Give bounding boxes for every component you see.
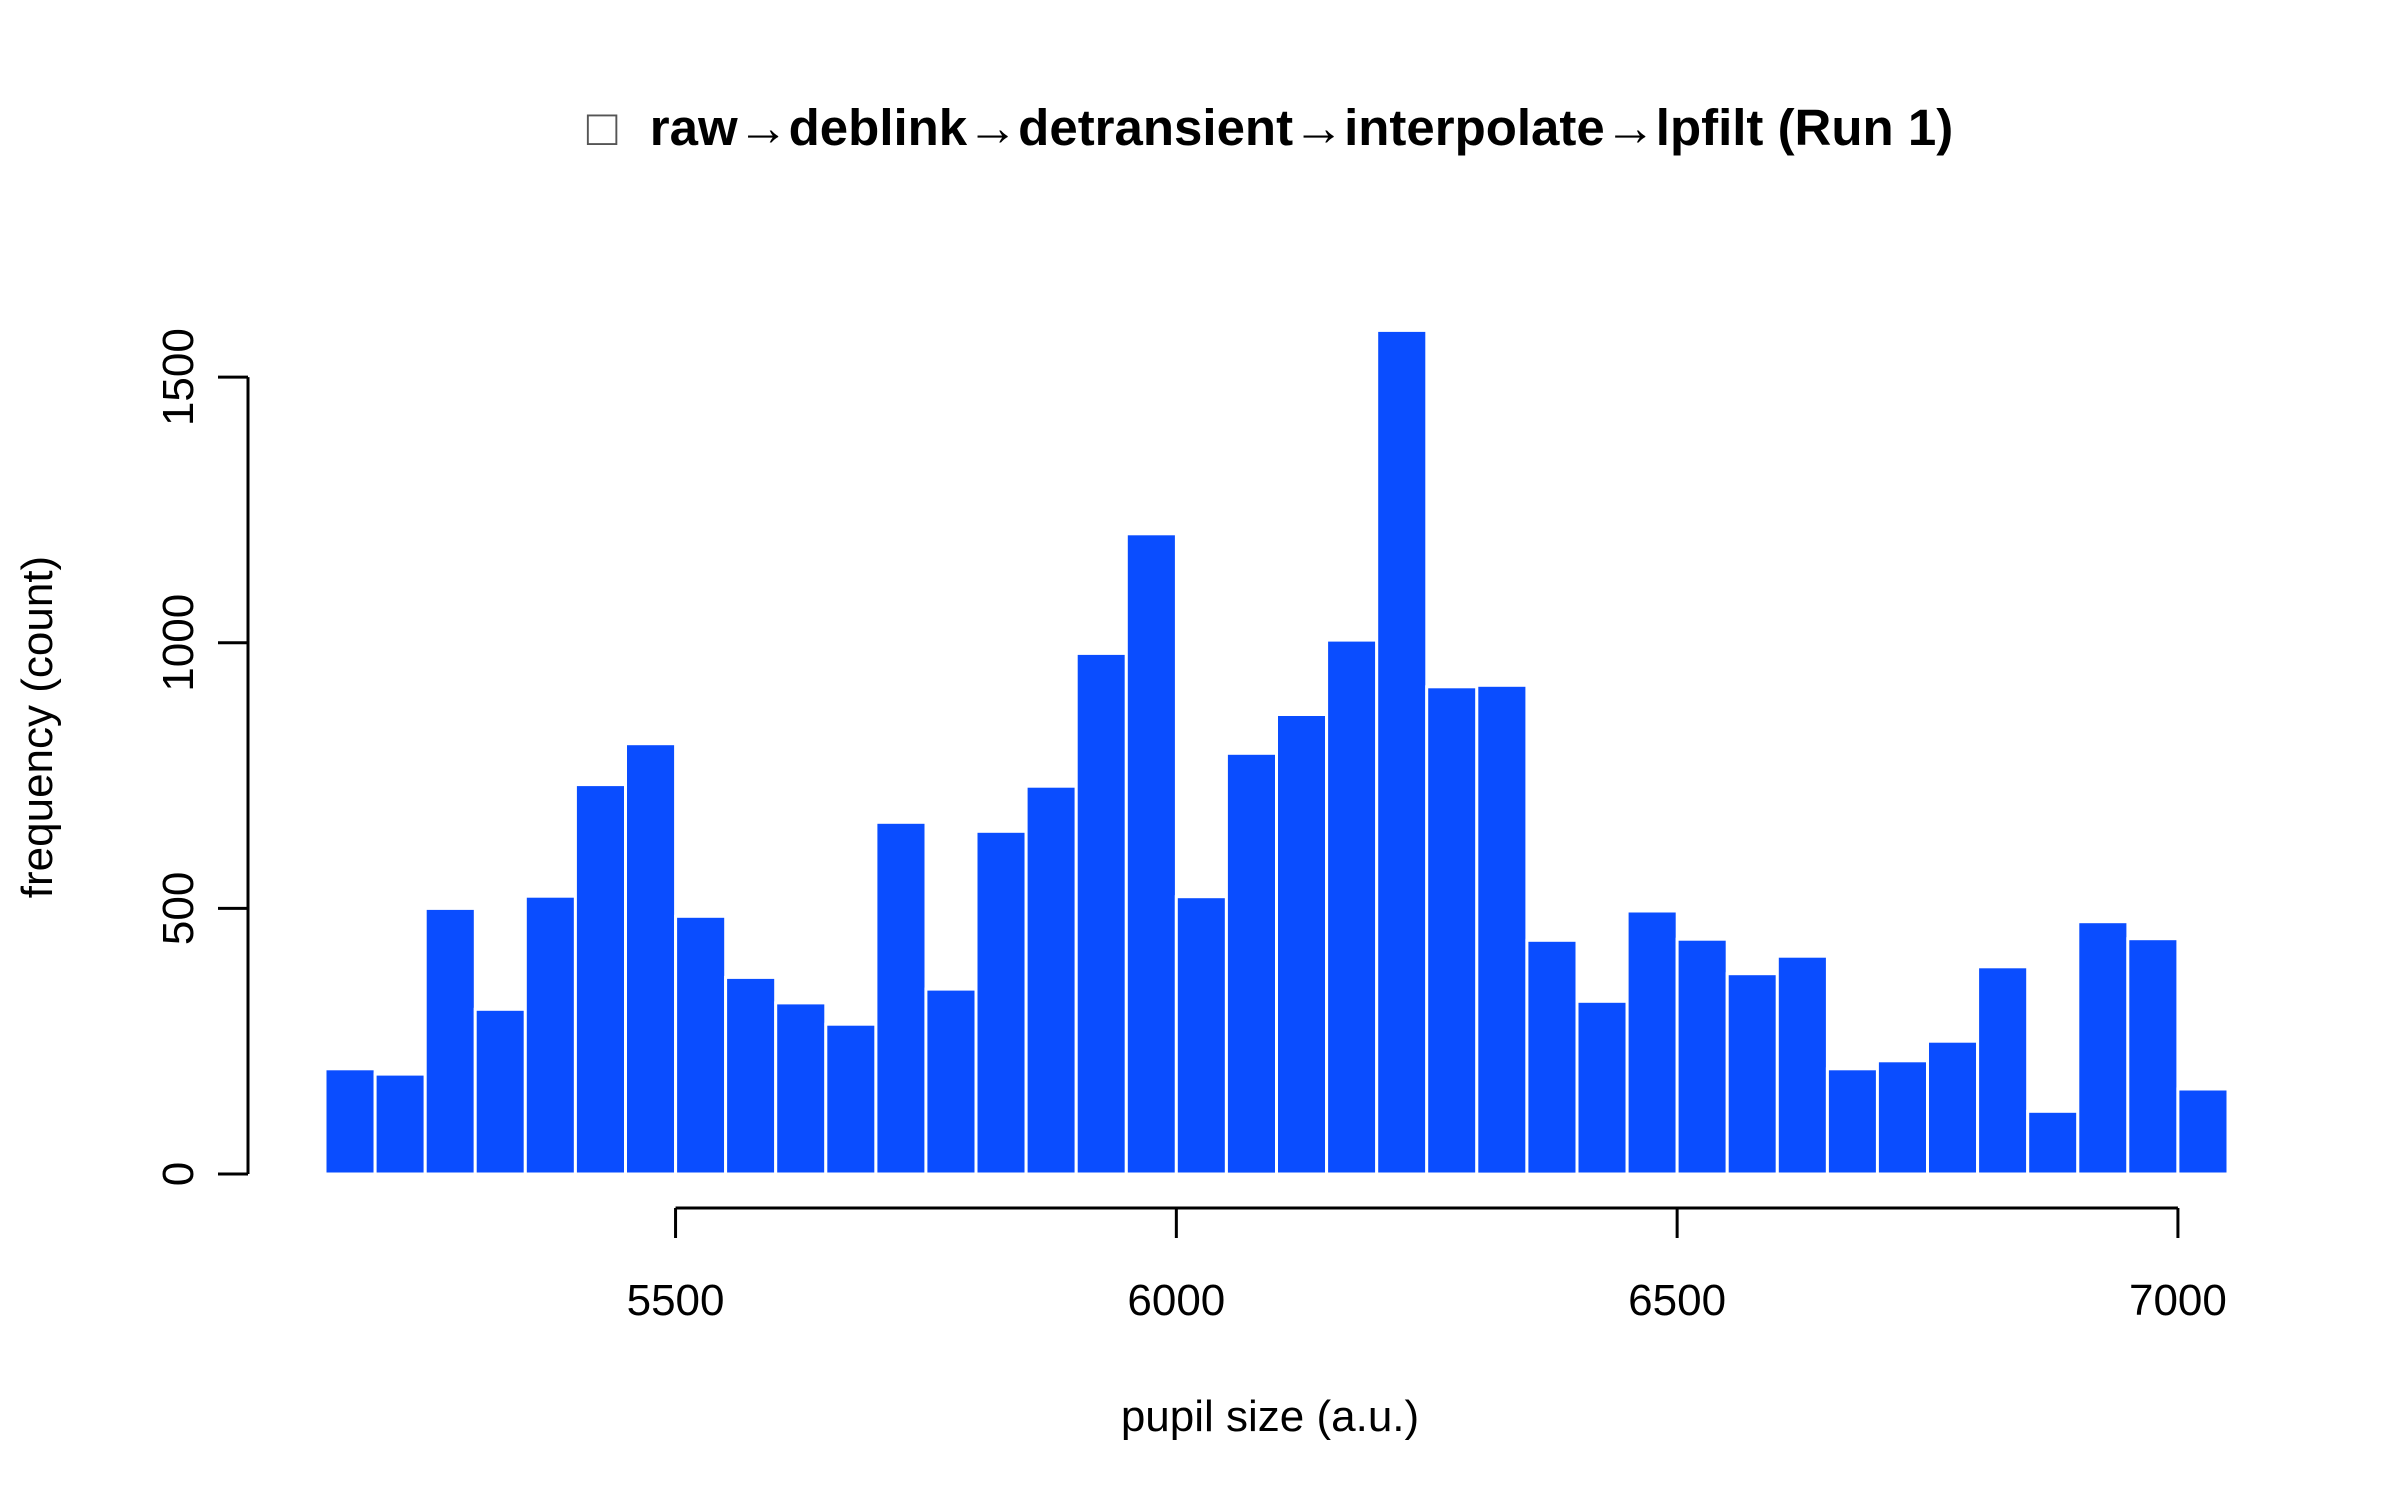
histogram-bar	[1325, 638, 1379, 1176]
x-tick-label: 6000	[1127, 1276, 1225, 1325]
histogram-bar	[2176, 1087, 2230, 1176]
y-axis: 0 500 1000 1500	[154, 328, 250, 1186]
histogram-bar	[523, 894, 577, 1176]
x-tick-label: 6500	[1628, 1276, 1726, 1325]
histogram-bar	[1675, 937, 1729, 1176]
histogram-bar	[2126, 937, 2180, 1176]
histogram-bar	[1525, 938, 1579, 1176]
histogram-bar	[1124, 532, 1178, 1176]
histogram-bar	[373, 1072, 427, 1176]
chart-title: □ raw→deblink→detransient→interpolate→lp…	[587, 99, 1953, 156]
histogram-bar	[1174, 895, 1228, 1176]
histogram-bar	[1875, 1059, 1930, 1176]
histogram-bar	[674, 914, 728, 1176]
histogram-bar	[1625, 909, 1679, 1176]
histogram-bar	[1725, 972, 1779, 1176]
histogram-bar	[924, 987, 978, 1176]
histogram-bar	[1275, 713, 1329, 1176]
histogram-bar	[1976, 965, 2030, 1176]
histogram-bar	[974, 829, 1028, 1176]
histogram-bar	[1825, 1067, 1880, 1176]
svg-text:□ raw→deblink→detransien: □ raw→deblink→detransient→interpolate→lp…	[587, 99, 1953, 156]
histogram-bar	[323, 1067, 377, 1176]
histogram-bar	[1775, 954, 1829, 1176]
histogram-bar	[2076, 920, 2130, 1176]
histogram-bar	[624, 742, 678, 1176]
y-tick-label: 1000	[154, 594, 203, 692]
x-axis: 5500 6000 6500 7000	[627, 1206, 2227, 1325]
histogram-bar	[473, 1007, 527, 1176]
histogram-bar	[1475, 683, 1529, 1176]
histogram-bar	[874, 820, 928, 1176]
histogram-bar	[774, 1001, 828, 1176]
title-glyph: □	[587, 99, 618, 156]
histogram-bar	[1425, 685, 1479, 1176]
histogram-bar	[824, 1022, 878, 1176]
x-tick-label: 5500	[627, 1276, 725, 1325]
histogram-bar	[1224, 751, 1279, 1176]
histogram-bar	[1575, 999, 1629, 1176]
x-tick-label: 7000	[2129, 1276, 2227, 1325]
histogram-bar	[2026, 1109, 2080, 1176]
histogram-bar	[1375, 328, 1429, 1176]
histogram-bar	[724, 975, 778, 1176]
y-tick-label: 0	[154, 1162, 203, 1186]
histogram-bar	[1024, 784, 1078, 1176]
histogram-bar	[573, 783, 628, 1176]
x-axis-label: pupil size (a.u.)	[1121, 1392, 1419, 1441]
bars-group	[323, 328, 2230, 1176]
histogram-bar	[1926, 1039, 1980, 1176]
y-tick-label: 500	[154, 872, 203, 945]
histogram-bar	[423, 906, 477, 1176]
y-axis-label: frequency (count)	[13, 556, 62, 898]
title-text: raw→deblink→detransient→interpolate→lpfi…	[650, 99, 1953, 156]
y-tick-label: 1500	[154, 328, 203, 426]
histogram-bar	[1074, 651, 1128, 1176]
